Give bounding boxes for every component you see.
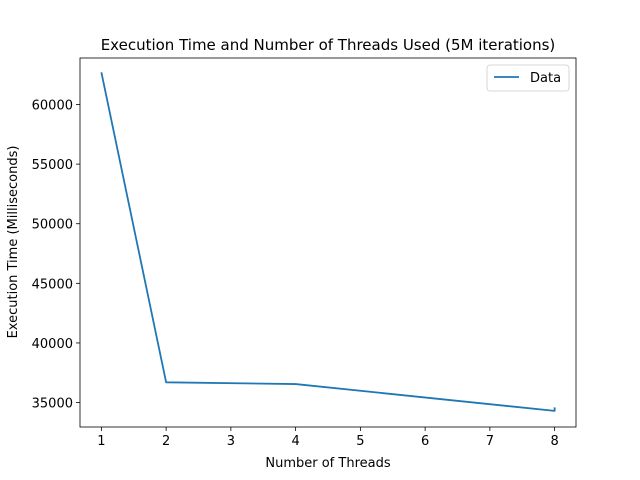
y-tick-label: 50000	[32, 218, 73, 233]
series-line-data	[100, 72, 556, 412]
y-axis-ticks: 35000 40000 45000 50000 55000 60000	[32, 98, 80, 412]
legend-box	[486, 64, 570, 92]
legend: Data	[486, 64, 570, 92]
x-tick-label: 7	[486, 434, 494, 449]
y-axis-label: Execution Time (Milliseconds)	[6, 146, 21, 339]
plot-background	[80, 58, 576, 427]
y-tick-label: 35000	[32, 397, 73, 412]
x-tick-label: 3	[227, 434, 235, 449]
plot-area	[79, 57, 577, 428]
y-tick-label: 55000	[32, 158, 73, 173]
plot-frame	[79, 57, 577, 428]
y-tick-label: 60000	[32, 98, 73, 113]
x-axis-ticks: 1 2 3 4 5 6 7 8	[97, 427, 559, 449]
x-tick-label: 6	[421, 434, 429, 449]
series-layer	[100, 72, 556, 412]
legend-label-data: Data	[530, 71, 561, 86]
x-tick-label: 5	[356, 434, 364, 449]
x-axis-label: Number of Threads	[265, 456, 390, 471]
x-tick-label: 4	[291, 434, 299, 449]
x-tick-label: 8	[550, 434, 558, 449]
y-tick-label: 40000	[32, 337, 73, 352]
chart-title: Execution Time and Number of Threads Use…	[101, 36, 556, 54]
x-tick-label: 2	[162, 434, 170, 449]
y-tick-label: 45000	[32, 277, 73, 292]
x-tick-label: 1	[97, 434, 105, 449]
